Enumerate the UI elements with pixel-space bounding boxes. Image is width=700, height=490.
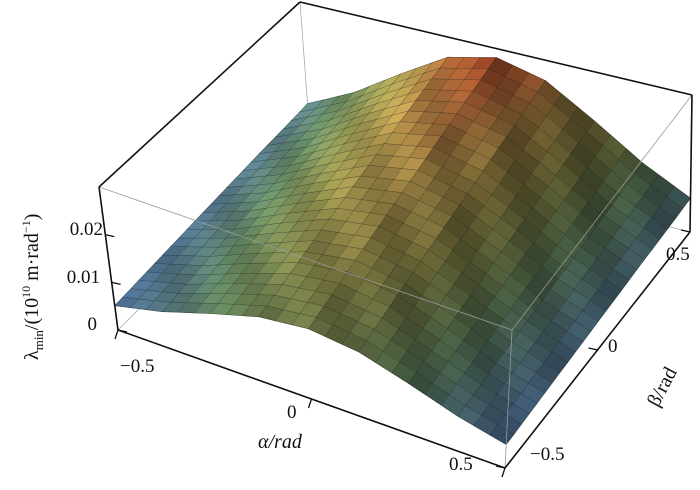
x-axis-label: α/rad xyxy=(258,431,303,453)
y-tick xyxy=(680,229,691,233)
y-tick xyxy=(588,347,598,351)
x-tick xyxy=(501,467,506,478)
y-tick-label: −0.5 xyxy=(530,444,564,465)
box-edge xyxy=(504,329,513,469)
z-axis-label: λmin/(1010 m·rad−1) xyxy=(19,214,46,360)
x-tick-label: −0.5 xyxy=(120,356,154,377)
x-tick xyxy=(307,398,313,409)
z-tick xyxy=(105,234,115,238)
y-tick xyxy=(495,465,506,469)
box-edge xyxy=(299,1,693,96)
mesh-line-beta xyxy=(291,78,676,220)
y-axis-label: β/rad xyxy=(643,364,682,411)
z-tick-label: 0.01 xyxy=(67,267,100,288)
box-edge xyxy=(689,94,693,233)
z-tick-label: 0 xyxy=(88,314,98,335)
box-edge xyxy=(98,186,513,331)
mesh-line-beta xyxy=(307,56,691,199)
box-edge xyxy=(511,94,693,331)
y-tick-label: 0.5 xyxy=(666,244,690,265)
mesh-line-beta xyxy=(275,100,660,240)
x-tick-label: 0.5 xyxy=(449,454,473,475)
mesh-line-alpha xyxy=(506,198,691,445)
mesh-line-beta xyxy=(299,67,683,209)
z-tick xyxy=(117,329,128,333)
x-tick xyxy=(114,329,119,340)
mesh-line-alpha xyxy=(457,162,643,417)
mesh-line-alpha xyxy=(489,186,675,436)
z-tick xyxy=(111,281,121,285)
mesh-line-alpha xyxy=(473,174,659,426)
z-axis-line xyxy=(98,186,119,331)
y-tick-label: 0 xyxy=(608,336,618,357)
box-edge xyxy=(98,1,301,188)
surface-mesh xyxy=(114,56,691,445)
axis-ticks xyxy=(105,229,691,478)
x-tick-label: 0 xyxy=(287,402,297,423)
mesh-lines xyxy=(114,56,691,445)
z-tick-label: 0.02 xyxy=(70,219,103,240)
mesh-line-beta xyxy=(283,89,668,230)
